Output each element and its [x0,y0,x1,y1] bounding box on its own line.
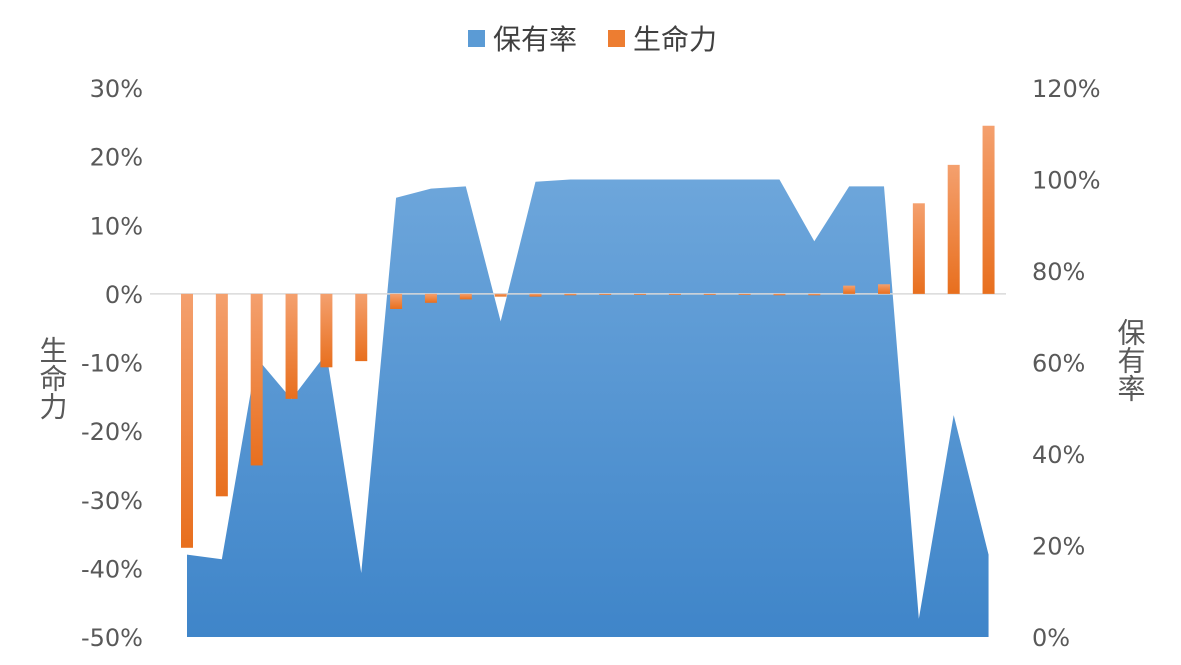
bar-vitality [459,293,472,300]
bar-vitality [285,293,298,399]
legend-label-vitality: 生命力 [633,23,717,56]
bar-vitality [912,203,925,294]
left-tick-label: -30% [81,487,143,515]
plot-area [150,125,1006,637]
left-axis-title: 生命力 [36,336,69,420]
bar-vitality [808,293,821,296]
right-tick-label: 100% [1032,167,1101,195]
bar-vitality [599,293,612,295]
left-axis: 30% 20% 10% 0% -10% -20% -30% -40% -50% [81,75,143,652]
left-tick-label: -50% [81,624,143,652]
bar-vitality [703,293,716,295]
bar-vitality [250,293,263,466]
left-tick-label: -20% [81,418,143,446]
bar-vitality [878,284,890,294]
bar-vitality [320,293,333,368]
bar-vitality [738,293,751,295]
bar-vitality [355,293,368,362]
bar-vitality [773,293,786,296]
right-tick-label: 60% [1032,350,1085,378]
bar-vitality [529,293,542,297]
left-tick-label: 0% [105,281,143,309]
left-tick-label: -10% [81,350,143,378]
right-axis-title: 保有率 [1114,318,1147,402]
right-tick-label: 80% [1032,258,1085,286]
bar-vitality [982,125,995,294]
legend-swatch-retention [468,30,485,47]
bar-vitality [634,293,647,295]
legend-swatch-vitality [608,30,625,47]
bar-vitality [494,293,507,297]
legend: 保有率 生命力 [468,23,717,56]
area-series-retention [187,179,989,637]
bar-vitality [564,293,577,296]
bar-vitality [424,293,437,303]
right-tick-label: 120% [1032,75,1101,103]
right-axis: 120% 100% 80% 60% 40% 20% 0% [1032,75,1101,652]
left-tick-label: -40% [81,555,143,583]
bar-vitality [215,293,228,497]
bar-vitality [390,293,403,309]
left-tick-label: 20% [90,144,143,172]
left-tick-label: 10% [90,212,143,240]
bar-vitality [947,164,960,294]
bar-vitality [843,285,856,294]
left-tick-label: 30% [90,75,143,103]
bar-vitality [668,293,681,295]
right-tick-label: 20% [1032,533,1085,561]
right-tick-label: 0% [1032,624,1070,652]
bar-vitality [181,293,193,548]
legend-label-retention: 保有率 [493,23,577,56]
right-tick-label: 40% [1032,441,1085,469]
